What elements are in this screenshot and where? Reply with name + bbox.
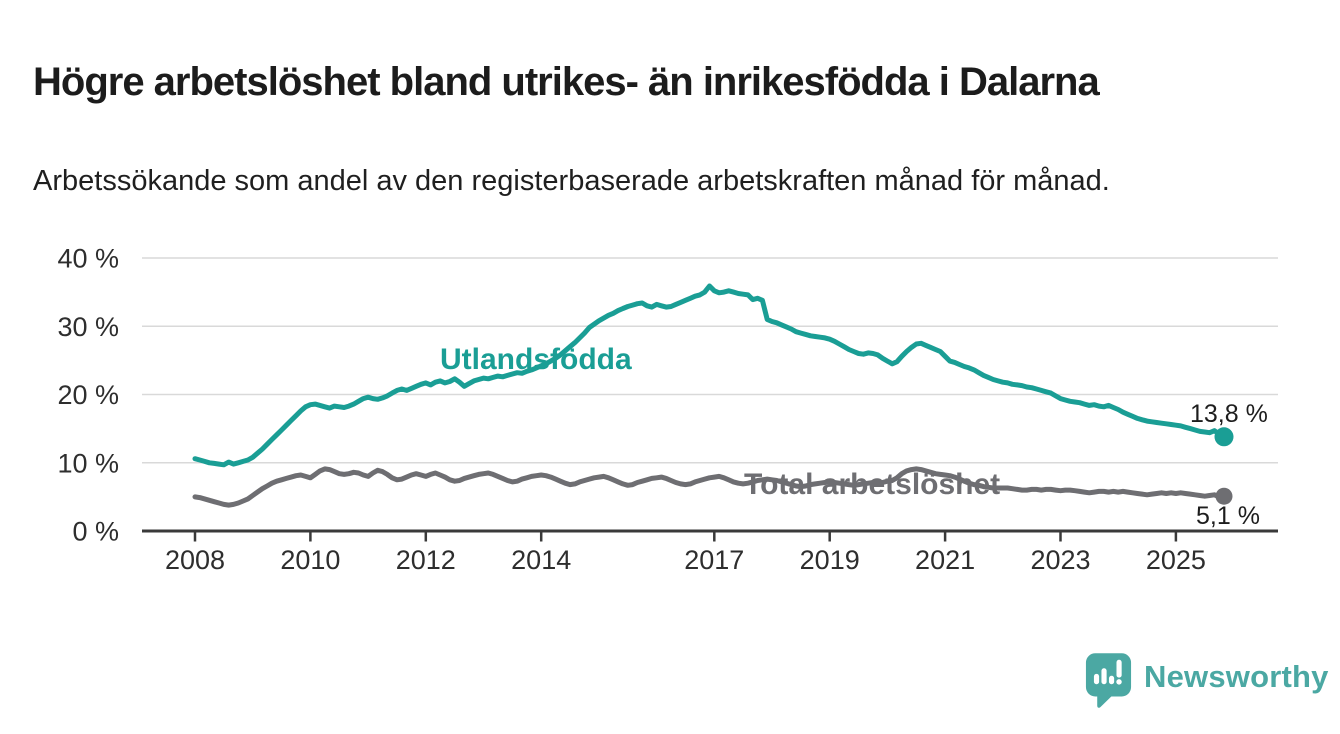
- newsworthy-logo-icon: [1085, 653, 1132, 708]
- x-axis-tick-label: 2012: [396, 545, 456, 575]
- endpoint-dot-utlandsfodda: [1214, 427, 1234, 447]
- value-label-utlandsfodda: 13,8 %: [1190, 400, 1268, 428]
- x-axis-tick-label: 2010: [280, 545, 340, 575]
- x-axis-tick-label: 2019: [800, 545, 860, 575]
- y-axis-tick-label: 40 %: [57, 244, 119, 274]
- series-line-total: [192, 466, 1227, 508]
- x-axis-tick-label: 2025: [1146, 545, 1206, 575]
- x-axis-tick-label: 2008: [165, 545, 225, 575]
- y-axis-tick-label: 30 %: [57, 312, 119, 342]
- x-axis-tick-label: 2021: [915, 545, 975, 575]
- y-axis-tick-label: 20 %: [57, 380, 119, 410]
- series-line-utlandsfodda: [192, 283, 1227, 468]
- x-axis-tick-label: 2014: [511, 545, 571, 575]
- value-label-total: 5,1 %: [1196, 502, 1260, 530]
- newsworthy-logo[interactable]: Newsworthy: [1085, 652, 1329, 708]
- x-axis-tick-label: 2023: [1030, 545, 1090, 575]
- page-title: Högre arbetslöshet bland utrikes- än inr…: [33, 59, 1100, 104]
- series-label-utlandsfodda: Utlandsfödda: [440, 343, 632, 376]
- newsworthy-logo-text: Newsworthy: [1144, 659, 1329, 694]
- page-subtitle: Arbetssökande som andel av den registerb…: [33, 165, 1110, 197]
- x-axis-tick-label: 2017: [684, 545, 744, 575]
- y-axis-tick-label: 0 %: [72, 517, 119, 547]
- series-label-total: Total arbetslöshet: [744, 468, 1001, 501]
- endpoint-dot-total: [1215, 487, 1233, 505]
- y-axis-tick-label: 10 %: [57, 448, 119, 478]
